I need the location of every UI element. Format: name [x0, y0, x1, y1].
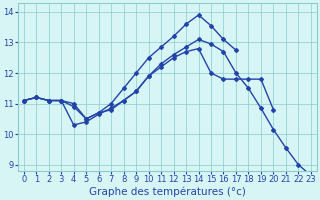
X-axis label: Graphe des températures (°c): Graphe des températures (°c)	[89, 187, 246, 197]
